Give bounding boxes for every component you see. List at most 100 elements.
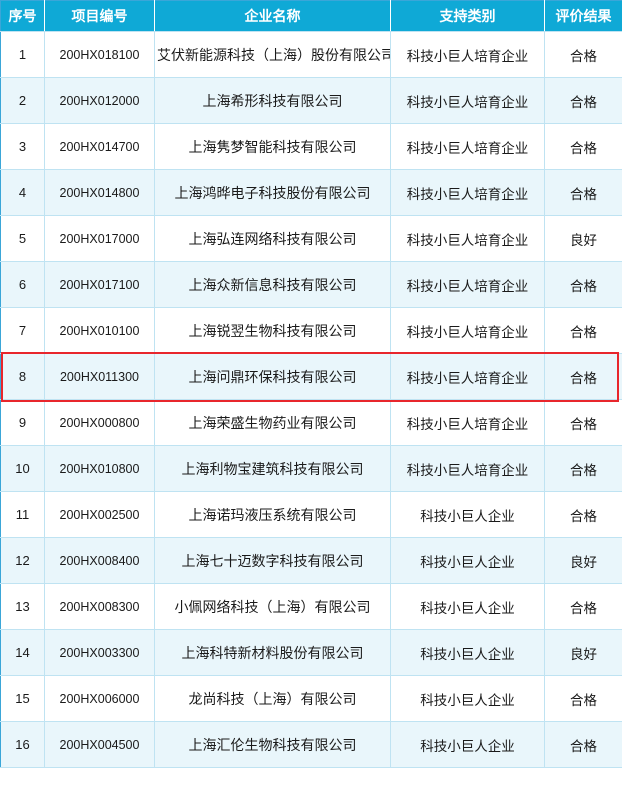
cell-company-name: 上海众新信息科技有限公司 [154, 261, 391, 308]
cell-evaluation-result: 合格 [544, 721, 622, 768]
cell-project-code: 200HX017100 [44, 261, 155, 308]
cell-evaluation-result: 良好 [544, 537, 622, 584]
table-row: 13 200HX008300 小佩网络科技（上海）有限公司 科技小巨人企业 合格 [0, 583, 622, 630]
cell-company-name: 上海鸿晔电子科技股份有限公司 [154, 169, 391, 216]
cell-project-code: 200HX008300 [44, 583, 155, 630]
cell-evaluation-result: 合格 [544, 399, 622, 446]
cell-index: 13 [0, 583, 45, 630]
cell-index: 7 [0, 307, 45, 354]
cell-support-type: 科技小巨人培育企业 [390, 399, 545, 446]
evaluation-result-table: 序号 项目编号 企业名称 支持类别 评价结果 1 200HX018100 艾伏新能源… [0, 0, 622, 768]
cell-support-type: 科技小巨人培育企业 [390, 77, 545, 124]
table-row: 12 200HX008400 上海七十迈数字科技有限公司 科技小巨人企业 良好 [0, 537, 622, 584]
cell-project-code: 200HX000800 [44, 399, 155, 446]
cell-support-type: 科技小巨人企业 [390, 675, 545, 722]
cell-index: 11 [0, 491, 45, 538]
header-cell-evaluation-result: 评价结果 [544, 0, 622, 32]
cell-support-type: 科技小巨人培育企业 [390, 261, 545, 308]
header-cell-index: 序号 [0, 0, 45, 32]
cell-evaluation-result: 合格 [544, 445, 622, 492]
cell-evaluation-result: 合格 [544, 31, 622, 78]
cell-support-type: 科技小巨人企业 [390, 721, 545, 768]
table-row: 16 200HX004500 上海汇伦生物科技有限公司 科技小巨人企业 合格 [0, 721, 622, 768]
cell-company-name: 上海汇伦生物科技有限公司 [154, 721, 391, 768]
cell-evaluation-result: 合格 [544, 169, 622, 216]
table-row: 14 200HX003300 上海科特新材料股份有限公司 科技小巨人企业 良好 [0, 629, 622, 676]
cell-support-type: 科技小巨人培育企业 [390, 307, 545, 354]
cell-index: 5 [0, 215, 45, 262]
cell-index: 3 [0, 123, 45, 170]
cell-index: 2 [0, 77, 45, 124]
cell-index: 16 [0, 721, 45, 768]
cell-support-type: 科技小巨人培育企业 [390, 445, 545, 492]
cell-evaluation-result: 合格 [544, 491, 622, 538]
cell-company-name: 上海锐翌生物科技有限公司 [154, 307, 391, 354]
cell-support-type: 科技小巨人企业 [390, 537, 545, 584]
cell-company-name: 上海希形科技有限公司 [154, 77, 391, 124]
cell-company-name: 上海七十迈数字科技有限公司 [154, 537, 391, 584]
cell-project-code: 200HX006000 [44, 675, 155, 722]
cell-index: 14 [0, 629, 45, 676]
cell-project-code: 200HX003300 [44, 629, 155, 676]
cell-index: 15 [0, 675, 45, 722]
cell-company-name: 上海荣盛生物药业有限公司 [154, 399, 391, 446]
cell-company-name: 小佩网络科技（上海）有限公司 [154, 583, 391, 630]
cell-evaluation-result: 良好 [544, 215, 622, 262]
cell-support-type: 科技小巨人企业 [390, 491, 545, 538]
cell-support-type: 科技小巨人企业 [390, 629, 545, 676]
table-row: 6 200HX017100 上海众新信息科技有限公司 科技小巨人培育企业 合格 [0, 261, 622, 308]
cell-evaluation-result: 合格 [544, 261, 622, 308]
cell-company-name: 龙尚科技（上海）有限公司 [154, 675, 391, 722]
cell-support-type: 科技小巨人培育企业 [390, 353, 545, 400]
cell-company-name: 上海弘连网络科技有限公司 [154, 215, 391, 262]
cell-project-code: 200HX017000 [44, 215, 155, 262]
cell-company-name: 上海科特新材料股份有限公司 [154, 629, 391, 676]
table-row: 15 200HX006000 龙尚科技（上海）有限公司 科技小巨人企业 合格 [0, 675, 622, 722]
cell-evaluation-result: 合格 [544, 307, 622, 354]
cell-company-name: 上海诺玛液压系统有限公司 [154, 491, 391, 538]
cell-company-name: 上海隽梦智能科技有限公司 [154, 123, 391, 170]
table-row: 2 200HX012000 上海希形科技有限公司 科技小巨人培育企业 合格 [0, 77, 622, 124]
table-row: 9 200HX000800 上海荣盛生物药业有限公司 科技小巨人培育企业 合格 [0, 399, 622, 446]
cell-index: 4 [0, 169, 45, 216]
cell-support-type: 科技小巨人培育企业 [390, 123, 545, 170]
table-row: 1 200HX018100 艾伏新能源科技（上海）股份有限公司 科技小巨人培育企业 合格 [0, 31, 622, 78]
cell-index: 12 [0, 537, 45, 584]
table-row: 3 200HX014700 上海隽梦智能科技有限公司 科技小巨人培育企业 合格 [0, 123, 622, 170]
table-row: 7 200HX010100 上海锐翌生物科技有限公司 科技小巨人培育企业 合格 [0, 307, 622, 354]
cell-support-type: 科技小巨人培育企业 [390, 31, 545, 78]
table-header-row: 序号 项目编号 企业名称 支持类别 评价结果 [0, 0, 622, 32]
cell-company-name: 艾伏新能源科技（上海）股份有限公司 [154, 31, 391, 78]
cell-index: 10 [0, 445, 45, 492]
cell-support-type: 科技小巨人企业 [390, 583, 545, 630]
cell-evaluation-result: 合格 [544, 77, 622, 124]
header-cell-support-type: 支持类别 [390, 0, 545, 32]
header-cell-company-name: 企业名称 [154, 0, 391, 32]
cell-project-code: 200HX014700 [44, 123, 155, 170]
cell-index: 6 [0, 261, 45, 308]
cell-project-code: 200HX014800 [44, 169, 155, 216]
table-body: 1 200HX018100 艾伏新能源科技（上海）股份有限公司 科技小巨人培育企业 合格… [0, 31, 622, 768]
cell-project-code: 200HX008400 [44, 537, 155, 584]
cell-evaluation-result: 良好 [544, 629, 622, 676]
cell-project-code: 200HX004500 [44, 721, 155, 768]
cell-project-code: 200HX011300 [44, 353, 155, 400]
table-row: 10 200HX010800 上海利物宝建筑科技有限公司 科技小巨人培育企业 合格 [0, 445, 622, 492]
cell-project-code: 200HX010100 [44, 307, 155, 354]
cell-project-code: 200HX012000 [44, 77, 155, 124]
cell-index: 9 [0, 399, 45, 446]
cell-index: 1 [0, 31, 45, 78]
cell-support-type: 科技小巨人培育企业 [390, 169, 545, 216]
cell-support-type: 科技小巨人培育企业 [390, 215, 545, 262]
table-row: 4 200HX014800 上海鸿晔电子科技股份有限公司 科技小巨人培育企业 合格 [0, 169, 622, 216]
cell-project-code: 200HX018100 [44, 31, 155, 78]
cell-project-code: 200HX002500 [44, 491, 155, 538]
cell-company-name: 上海问鼎环保科技有限公司 [154, 353, 391, 400]
cell-project-code: 200HX010800 [44, 445, 155, 492]
table-row: 5 200HX017000 上海弘连网络科技有限公司 科技小巨人培育企业 良好 [0, 215, 622, 262]
table-row: 11 200HX002500 上海诺玛液压系统有限公司 科技小巨人企业 合格 [0, 491, 622, 538]
cell-evaluation-result: 合格 [544, 353, 622, 400]
cell-evaluation-result: 合格 [544, 675, 622, 722]
cell-company-name: 上海利物宝建筑科技有限公司 [154, 445, 391, 492]
